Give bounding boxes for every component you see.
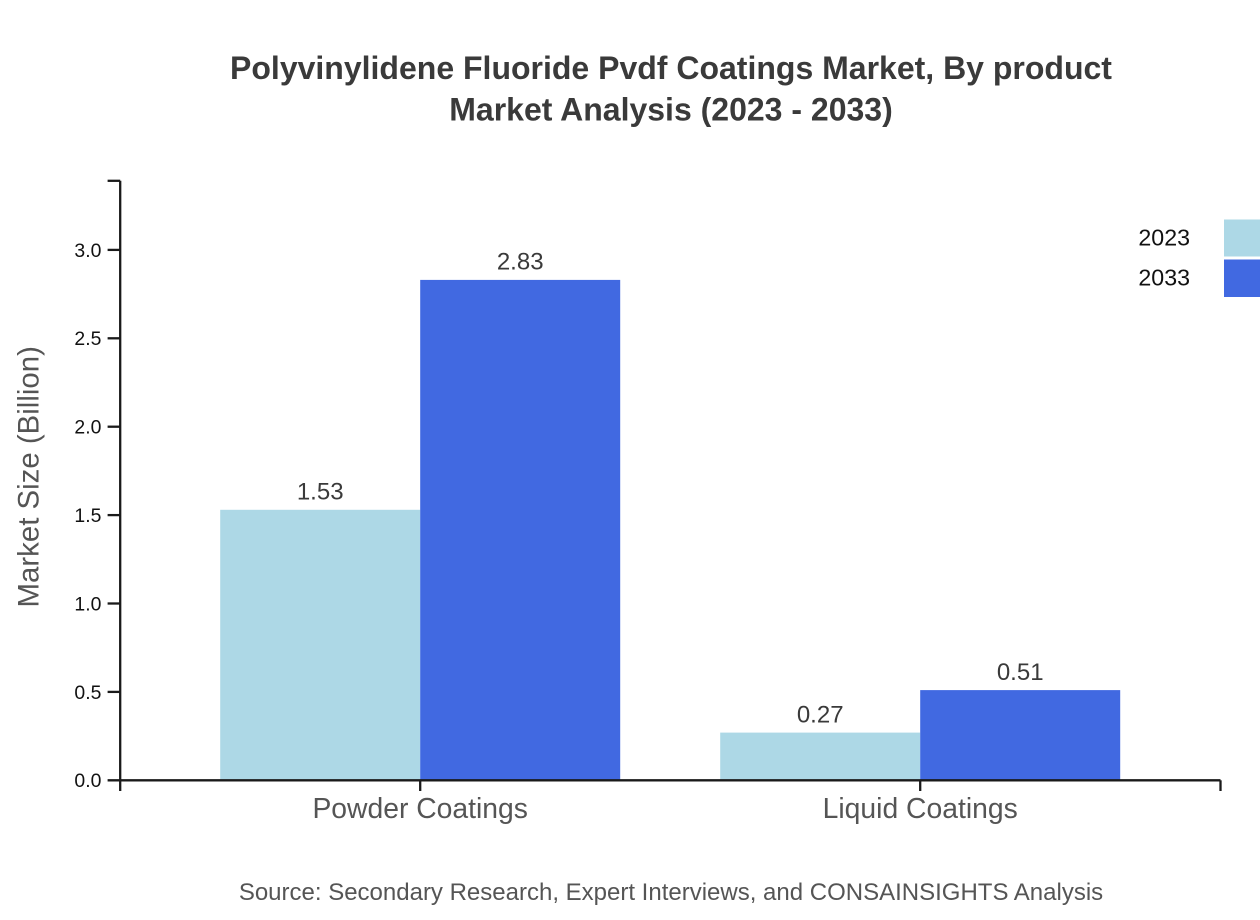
svg-text:2.0: 2.0 [74, 417, 101, 439]
svg-text:1.5: 1.5 [74, 505, 101, 527]
svg-text:2.83: 2.83 [497, 249, 544, 276]
svg-text:Powder Coatings: Powder Coatings [312, 792, 528, 824]
svg-text:0.0: 0.0 [74, 770, 101, 792]
svg-text:1.53: 1.53 [297, 479, 344, 506]
svg-text:Liquid Coatings: Liquid Coatings [823, 792, 1018, 824]
svg-text:0.51: 0.51 [997, 659, 1044, 686]
svg-text:Polyvinylidene Fluoride Pvdf C: Polyvinylidene Fluoride Pvdf Coatings Ma… [230, 50, 1112, 86]
svg-text:Market Size (Billion): Market Size (Billion) [13, 346, 46, 607]
svg-text:2023: 2023 [1138, 224, 1190, 250]
svg-text:1.0: 1.0 [74, 593, 101, 615]
svg-text:3.0: 3.0 [74, 240, 101, 262]
svg-text:2.5: 2.5 [74, 328, 101, 350]
svg-text:Source: Secondary Research, Ex: Source: Secondary Research, Expert Inter… [239, 879, 1103, 906]
svg-text:2033: 2033 [1138, 265, 1190, 291]
svg-text:Market Analysis (2023 - 2033): Market Analysis (2023 - 2033) [449, 92, 893, 128]
svg-text:0.27: 0.27 [797, 701, 844, 728]
svg-text:0.5: 0.5 [74, 682, 101, 704]
